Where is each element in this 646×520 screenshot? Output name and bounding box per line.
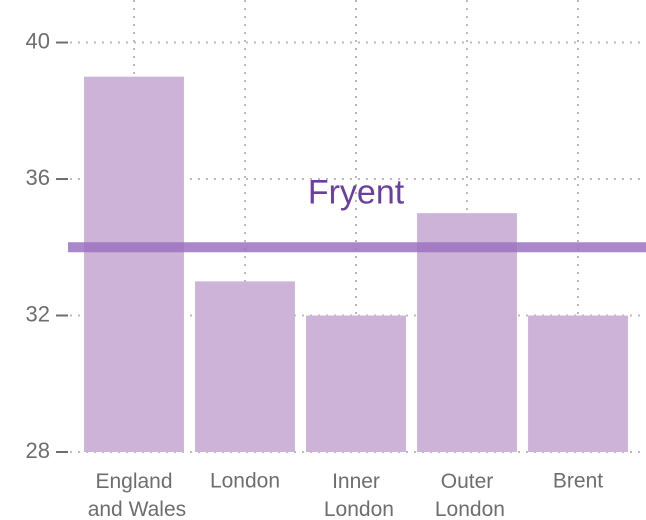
x-tick-label: Outer London [429, 470, 505, 520]
reference-label: Fryent [308, 173, 405, 211]
bar [306, 315, 406, 452]
x-tick-label: Inner London [318, 470, 394, 520]
x-tick-label: Brent [553, 470, 603, 493]
y-tick-label: 36 [26, 165, 50, 190]
bar [417, 213, 517, 452]
y-tick-label: 40 [26, 28, 50, 53]
x-tick-label: London [210, 470, 280, 493]
bar [528, 315, 628, 452]
y-tick-label: 32 [26, 301, 50, 326]
bar [84, 76, 184, 452]
bar [195, 281, 295, 452]
x-tick-label: England and Wales [82, 470, 186, 520]
y-tick-label: 28 [26, 438, 50, 463]
